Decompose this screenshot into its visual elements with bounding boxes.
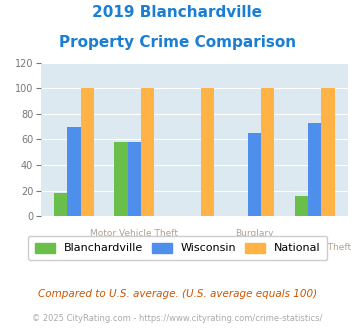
Bar — [141, 88, 154, 216]
Text: Larceny & Theft: Larceny & Theft — [279, 243, 351, 251]
Text: © 2025 CityRating.com - https://www.cityrating.com/crime-statistics/: © 2025 CityRating.com - https://www.city… — [32, 314, 323, 323]
Bar — [67, 127, 81, 216]
Text: Compared to U.S. average. (U.S. average equals 100): Compared to U.S. average. (U.S. average … — [38, 289, 317, 299]
Bar — [201, 88, 214, 216]
Bar — [81, 88, 94, 216]
Text: Arson: Arson — [181, 243, 207, 251]
Bar — [321, 88, 335, 216]
Bar — [127, 142, 141, 216]
Bar — [248, 133, 261, 216]
Bar — [308, 123, 321, 216]
Bar — [54, 193, 67, 216]
Legend: Blanchardville, Wisconsin, National: Blanchardville, Wisconsin, National — [28, 236, 327, 260]
Text: 2019 Blanchardville: 2019 Blanchardville — [93, 5, 262, 20]
Text: Motor Vehicle Theft: Motor Vehicle Theft — [90, 229, 178, 238]
Text: Property Crime Comparison: Property Crime Comparison — [59, 35, 296, 50]
Bar — [261, 88, 274, 216]
Text: All Property Crime: All Property Crime — [33, 243, 115, 251]
Text: Burglary: Burglary — [235, 229, 274, 238]
Bar — [295, 196, 308, 216]
Bar — [114, 142, 127, 216]
